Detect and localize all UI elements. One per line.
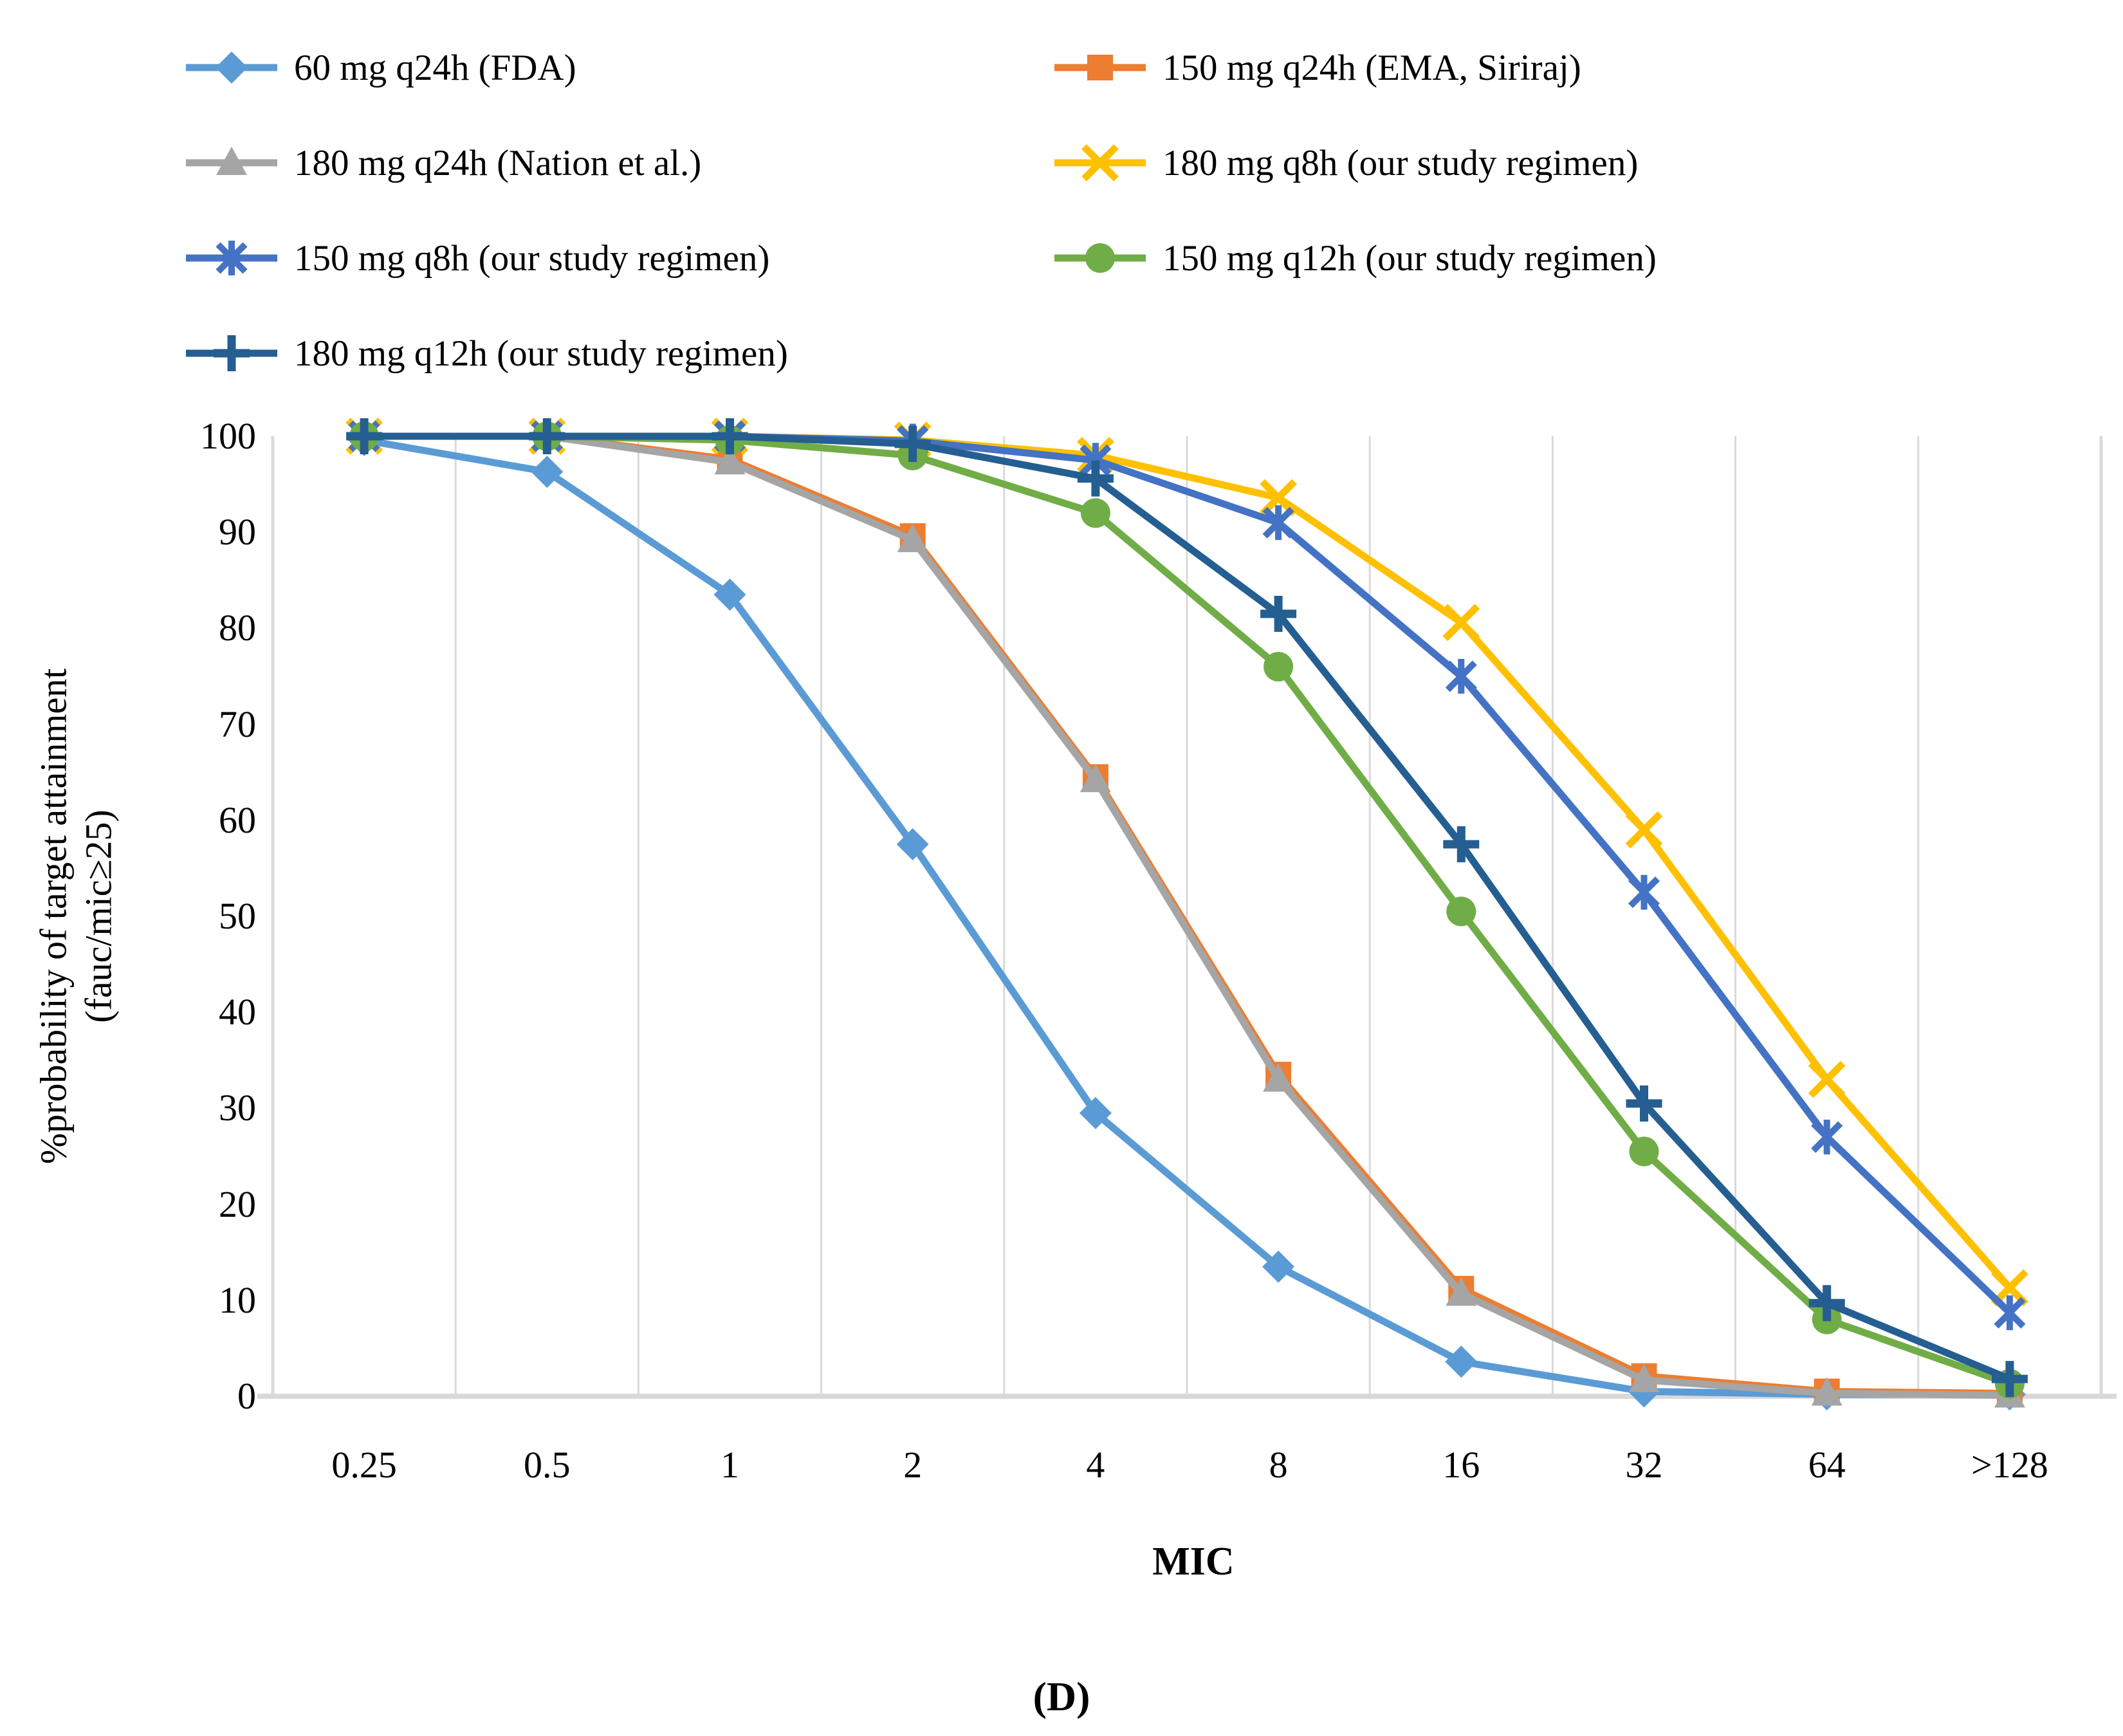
marker-x-icon (1808, 1060, 1846, 1098)
marker-asterisk-icon (1445, 659, 1477, 694)
legend-key-icon (186, 51, 277, 84)
marker-diamond-icon (1079, 1096, 1112, 1129)
y-tick-label: 90 (219, 511, 256, 553)
y-tick-label: 50 (219, 895, 256, 937)
legend-key-icon (186, 335, 277, 371)
marker-plus-icon (1443, 826, 1480, 863)
marker-plus-icon (1626, 1085, 1662, 1122)
legend-key-icon (1054, 144, 1146, 181)
legend-item: 180 mg q12h (our study regimen) (183, 324, 788, 382)
marker-triangle-icon (714, 446, 746, 475)
y-tick-label: 20 (219, 1183, 256, 1225)
legend-item: 150 mg q12h (our study regimen) (1052, 229, 1657, 287)
y-tick-label: 0 (237, 1375, 256, 1417)
legend-item: 60 mg q24h (FDA) (183, 39, 576, 97)
marker-asterisk-icon (1262, 505, 1294, 540)
marker-triangle-icon (1446, 1277, 1477, 1306)
legend-item: 180 mg q8h (our study regimen) (1052, 134, 1638, 192)
legend-label: 150 mg q24h (EMA, Siriraj) (1163, 47, 1581, 88)
marker-circle-icon (1629, 1136, 1659, 1167)
marker-plus-icon (214, 335, 250, 371)
marker-x-icon (1442, 604, 1480, 642)
x-axis-title: MIC (1152, 1540, 1235, 1584)
series-line (360, 432, 2014, 1399)
series-6 (346, 418, 2028, 1398)
marker-x-icon (1081, 144, 1119, 181)
x-tick-label: 16 (1442, 1444, 1480, 1486)
legend-key-icon (1054, 55, 1146, 80)
legend-label: 180 mg q12h (our study regimen) (294, 333, 788, 374)
x-tick-label: 0.25 (331, 1444, 397, 1486)
x-tick-label: 32 (1625, 1444, 1663, 1486)
legend-label: 150 mg q12h (our study regimen) (1163, 237, 1657, 279)
marker-triangle-icon (1811, 1377, 1843, 1406)
marker-plus-icon (346, 418, 383, 454)
y-tick-label: 10 (219, 1279, 256, 1321)
marker-circle-icon (1264, 652, 1294, 682)
x-tick-label: 8 (1269, 1444, 1288, 1486)
legend-label: 180 mg q24h (Nation et al.) (294, 142, 702, 183)
y-tick-label: 100 (200, 415, 256, 457)
y-tick-label: 60 (219, 799, 256, 841)
series-line (360, 436, 2014, 1398)
figure-caption: (D) (1033, 1674, 1090, 1719)
marker-diamond-icon (1262, 1250, 1295, 1283)
marker-triangle-icon (216, 147, 247, 175)
marker-triangle-icon (1080, 764, 1111, 793)
marker-plus-icon (1260, 596, 1297, 633)
marker-diamond-icon (531, 456, 564, 488)
y-tick-label: 40 (219, 991, 256, 1033)
y-tick-label: 80 (219, 607, 256, 649)
marker-plus-icon (894, 425, 931, 462)
marker-circle-icon (1085, 243, 1115, 273)
y-tick-label: 70 (219, 703, 256, 745)
x-tick-label: >128 (1971, 1444, 2048, 1486)
y-axis-title-line1: %probability of target attainment (32, 668, 75, 1165)
legend-item: 180 mg q24h (Nation et al.) (183, 134, 701, 192)
x-tick-label: 0.5 (524, 1444, 571, 1486)
x-tick-label: 2 (903, 1444, 923, 1486)
legend-item: 150 mg q8h (our study regimen) (183, 229, 769, 287)
marker-circle-icon (1446, 896, 1476, 927)
marker-asterisk-icon (1994, 1295, 2026, 1331)
y-axis-title: %probability of target attainment (fauc/… (31, 369, 120, 1463)
marker-square-icon (1087, 55, 1113, 80)
marker-asterisk-icon (1628, 874, 1660, 910)
legend-key-icon (1054, 243, 1146, 273)
marker-diamond-icon (1445, 1345, 1478, 1378)
marker-triangle-icon (897, 524, 928, 553)
y-tick-label: 30 (219, 1087, 256, 1129)
marker-plus-icon (529, 418, 565, 454)
x-tick-label: 64 (1808, 1444, 1846, 1486)
marker-triangle-icon (1263, 1063, 1294, 1092)
marker-triangle-icon (1628, 1363, 1660, 1392)
marker-diamond-icon (216, 51, 248, 84)
marker-circle-icon (1080, 498, 1110, 528)
x-tick-label: 4 (1086, 1444, 1105, 1486)
legend-key-icon (186, 147, 277, 175)
marker-plus-icon (1808, 1285, 1845, 1322)
marker-asterisk-icon (216, 241, 248, 275)
legend-label: 150 mg q8h (our study regimen) (294, 237, 770, 279)
legend-key-icon (186, 241, 277, 275)
marker-diamond-icon (896, 828, 929, 861)
legend-item: 150 mg q24h (EMA, Siriraj) (1052, 39, 1581, 97)
legend-label: 180 mg q8h (our study regimen) (1163, 142, 1639, 183)
marker-plus-icon (712, 418, 748, 454)
marker-plus-icon (1077, 460, 1114, 497)
marker-x-icon (1625, 811, 1663, 849)
marker-plus-icon (1991, 1361, 2028, 1398)
legend-label: 60 mg q24h (FDA) (294, 47, 576, 88)
x-tick-label: 1 (721, 1444, 739, 1486)
marker-diamond-icon (713, 578, 746, 611)
y-axis-title-line2: (fauc/mic≥25) (77, 809, 119, 1023)
marker-asterisk-icon (1811, 1120, 1843, 1155)
series-line (360, 432, 2014, 1383)
